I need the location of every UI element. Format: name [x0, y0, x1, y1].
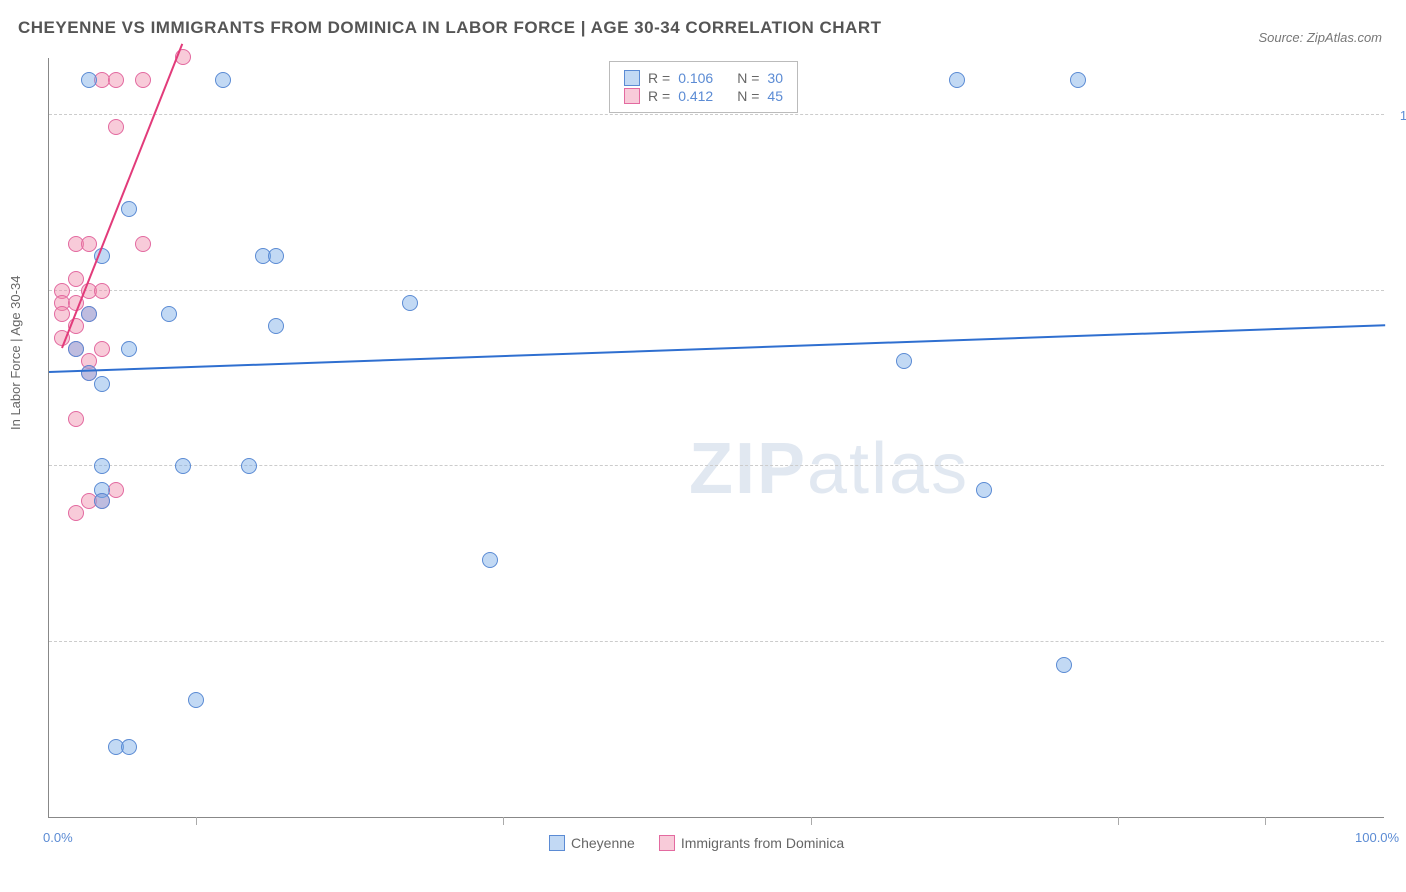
scatter-point-dominica [68, 505, 84, 521]
scatter-point-cheyenne [121, 201, 137, 217]
scatter-point-cheyenne [121, 341, 137, 357]
scatter-point-cheyenne [94, 458, 110, 474]
scatter-point-cheyenne [949, 72, 965, 88]
x-tick [1265, 817, 1266, 825]
legend-label-dominica: Immigrants from Dominica [681, 835, 844, 851]
x-tick-label: 0.0% [43, 830, 73, 845]
scatter-point-dominica [81, 236, 97, 252]
scatter-point-dominica [54, 306, 70, 322]
scatter-point-cheyenne [121, 739, 137, 755]
scatter-point-cheyenne [268, 248, 284, 264]
n-value-cheyenne: 30 [767, 70, 783, 86]
scatter-point-dominica [108, 72, 124, 88]
gridline-horizontal [49, 114, 1384, 115]
scatter-point-cheyenne [175, 458, 191, 474]
scatter-point-cheyenne [896, 353, 912, 369]
trend-line-dominica [61, 44, 183, 349]
legend-item-dominica: Immigrants from Dominica [659, 835, 844, 851]
scatter-point-cheyenne [68, 341, 84, 357]
scatter-point-cheyenne [1070, 72, 1086, 88]
correlation-legend: R = 0.106 N = 30 R = 0.412 N = 45 [609, 61, 798, 113]
scatter-point-cheyenne [188, 692, 204, 708]
legend-label-cheyenne: Cheyenne [571, 835, 635, 851]
scatter-point-cheyenne [215, 72, 231, 88]
swatch-cheyenne [549, 835, 565, 851]
scatter-point-cheyenne [976, 482, 992, 498]
scatter-point-dominica [68, 411, 84, 427]
scatter-point-dominica [108, 119, 124, 135]
legend-row-cheyenne: R = 0.106 N = 30 [624, 70, 783, 86]
scatter-point-cheyenne [1056, 657, 1072, 673]
n-value-dominica: 45 [767, 88, 783, 104]
gridline-horizontal [49, 290, 1384, 291]
legend-item-cheyenne: Cheyenne [549, 835, 635, 851]
scatter-point-cheyenne [241, 458, 257, 474]
gridline-horizontal [49, 641, 1384, 642]
scatter-point-dominica [135, 236, 151, 252]
scatter-point-cheyenne [94, 493, 110, 509]
y-axis-label: In Labor Force | Age 30-34 [8, 276, 23, 430]
watermark: ZIPatlas [689, 428, 969, 510]
scatter-point-cheyenne [94, 376, 110, 392]
scatter-point-cheyenne [81, 306, 97, 322]
plot-area: ZIPatlas R = 0.106 N = 30 R = 0.412 N = … [48, 58, 1384, 818]
scatter-point-dominica [68, 271, 84, 287]
source-attribution: Source: ZipAtlas.com [1258, 30, 1382, 45]
r-value-cheyenne: 0.106 [678, 70, 713, 86]
series-legend: Cheyenne Immigrants from Dominica [549, 835, 844, 851]
scatter-point-cheyenne [81, 365, 97, 381]
scatter-point-dominica [94, 283, 110, 299]
x-tick [503, 817, 504, 825]
x-tick [1118, 817, 1119, 825]
swatch-cheyenne [624, 70, 640, 86]
swatch-dominica [659, 835, 675, 851]
legend-row-dominica: R = 0.412 N = 45 [624, 88, 783, 104]
y-tick-label: 100.0% [1389, 108, 1406, 123]
chart-title: CHEYENNE VS IMMIGRANTS FROM DOMINICA IN … [18, 18, 882, 38]
watermark-light: atlas [807, 429, 969, 509]
scatter-point-dominica [94, 341, 110, 357]
n-prefix: N = [737, 70, 759, 86]
scatter-point-cheyenne [161, 306, 177, 322]
scatter-point-cheyenne [81, 72, 97, 88]
r-prefix: R = [648, 88, 670, 104]
scatter-point-cheyenne [268, 318, 284, 334]
r-value-dominica: 0.412 [678, 88, 713, 104]
x-tick [196, 817, 197, 825]
swatch-dominica [624, 88, 640, 104]
scatter-point-dominica [135, 72, 151, 88]
scatter-point-cheyenne [402, 295, 418, 311]
y-tick-label: 55.0% [1389, 635, 1406, 650]
n-prefix: N = [737, 88, 759, 104]
watermark-bold: ZIP [689, 429, 807, 509]
y-tick-label: 85.0% [1389, 284, 1406, 299]
scatter-point-cheyenne [482, 552, 498, 568]
x-tick [811, 817, 812, 825]
x-tick-label: 100.0% [1355, 830, 1399, 845]
y-tick-label: 70.0% [1389, 459, 1406, 474]
r-prefix: R = [648, 70, 670, 86]
trend-line-cheyenne [49, 324, 1385, 373]
